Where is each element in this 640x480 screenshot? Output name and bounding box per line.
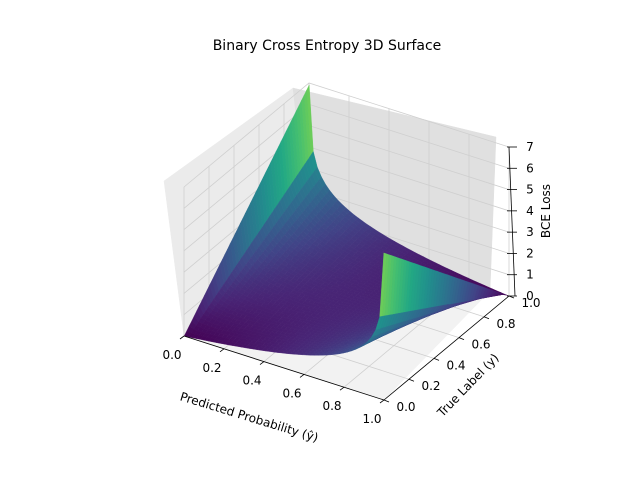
x-axis-ticks: 0.0 0.2 0.4 0.6 0.8 1.0 bbox=[162, 335, 385, 426]
y-axis-line bbox=[383, 295, 510, 401]
bce-surface bbox=[183, 84, 509, 356]
x-tick-label: 0.4 bbox=[242, 374, 261, 388]
x-tick-label: 0.8 bbox=[322, 399, 341, 413]
grid-line-z bbox=[183, 82, 510, 188]
y-tick-label: 0.2 bbox=[421, 379, 440, 393]
z-tick-label: 1 bbox=[526, 268, 534, 282]
z-tick-label: 5 bbox=[526, 183, 534, 197]
y-tick-mark bbox=[483, 316, 490, 320]
y-tick-label: 1.0 bbox=[521, 296, 540, 310]
z-tick-label: 3 bbox=[526, 225, 534, 239]
z-tick-label: 4 bbox=[526, 204, 534, 218]
z-axis-line bbox=[508, 146, 516, 297]
y-tick-mark bbox=[383, 399, 390, 403]
x-tick-mark bbox=[219, 348, 225, 353]
z-axis-ticks: 0 1 2 3 4 5 6 7 bbox=[507, 140, 534, 303]
x-tick-mark bbox=[379, 399, 385, 404]
y-tick-mark bbox=[408, 378, 415, 382]
x-tick-mark bbox=[259, 361, 265, 365]
z-tick-label: 7 bbox=[526, 140, 534, 154]
y-axis-ticks: 0.0 0.2 0.4 0.6 0.8 1.0 bbox=[383, 295, 541, 414]
x-tick-label: 0.2 bbox=[202, 361, 221, 375]
x-tick-mark bbox=[299, 374, 305, 378]
x-tick-label: 0.6 bbox=[282, 386, 301, 400]
x-tick-mark bbox=[179, 335, 185, 340]
y-tick-mark bbox=[458, 337, 465, 340]
chart-title: Binary Cross Entropy 3D Surface bbox=[213, 38, 442, 54]
y-axis-label: True Label (y) bbox=[434, 351, 502, 420]
x-axis-line bbox=[183, 335, 385, 401]
y-tick-label: 0.6 bbox=[471, 338, 490, 352]
z-axis-label: BCE Loss bbox=[539, 184, 553, 238]
z-tick-label: 0 bbox=[526, 289, 534, 303]
y-tick-label: 0.0 bbox=[396, 400, 415, 414]
x-tick-mark bbox=[339, 386, 345, 391]
z-tick-label: 2 bbox=[526, 246, 534, 260]
x-tick-label: 1.0 bbox=[362, 412, 381, 426]
x-tick-label: 0.0 bbox=[162, 348, 181, 362]
axis-lines bbox=[183, 146, 516, 401]
surface-patch bbox=[375, 316, 383, 330]
y-tick-label: 0.4 bbox=[446, 358, 465, 372]
y-tick-mark bbox=[433, 358, 440, 361]
z-tick-label: 6 bbox=[526, 161, 534, 175]
y-tick-label: 0.8 bbox=[496, 317, 515, 331]
